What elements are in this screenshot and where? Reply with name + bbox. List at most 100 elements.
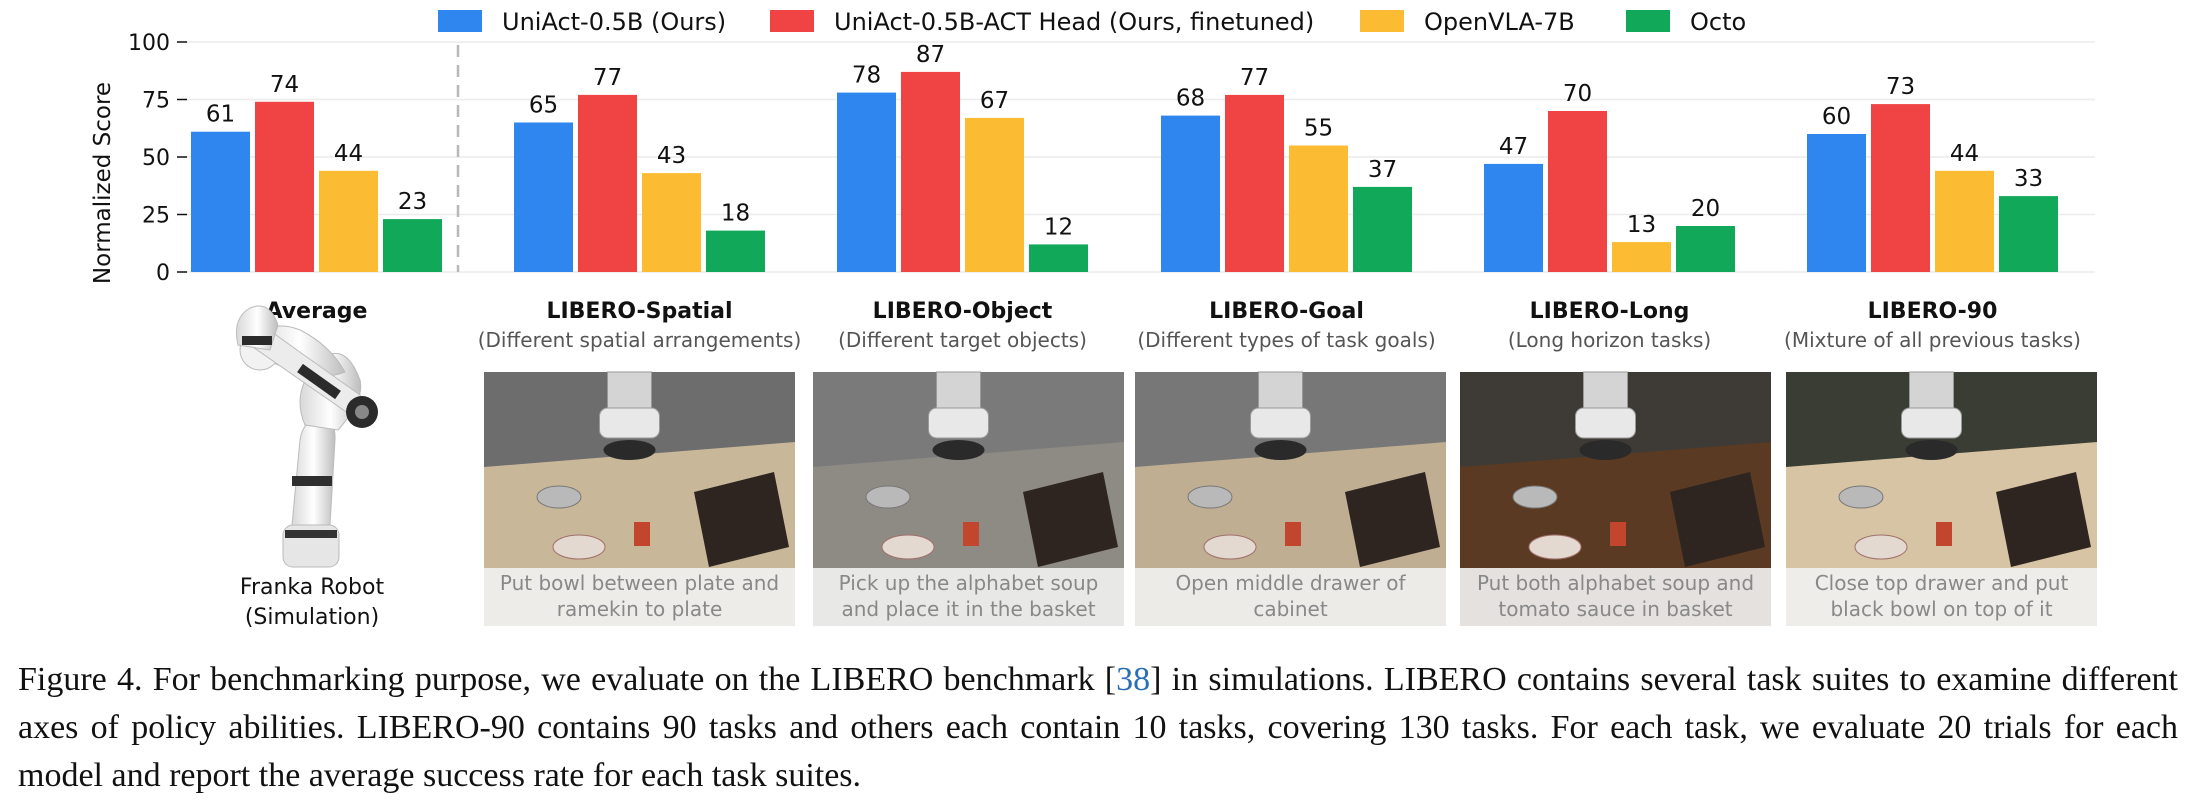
sim-robot-gripper — [1258, 371, 1303, 409]
sim-object — [1610, 522, 1626, 546]
sim-robot-gripper — [1901, 407, 1962, 439]
bar — [514, 122, 573, 272]
bar-value-label: 65 — [529, 93, 558, 119]
y-tick-label: 100 — [128, 31, 170, 56]
figure-caption: Figure 4. For benchmarking purpose, we e… — [18, 656, 2178, 800]
category-label: LIBERO-Long — [1530, 299, 1690, 324]
legend-label: OpenVLA-7B — [1424, 8, 1575, 36]
gridlines — [184, 41, 2095, 273]
bar-value-label: 20 — [1691, 196, 1720, 222]
sim-object — [634, 522, 650, 546]
caption-text-after: ] in simulations. LIBERO contains severa… — [18, 661, 2179, 794]
task-caption-line: and place it in the basket — [841, 597, 1095, 621]
task-caption-line: Put both alphabet soup and — [1477, 571, 1754, 595]
sim-object — [1345, 472, 1440, 567]
legend-item: UniAct-0.5B (Ours) — [438, 8, 726, 36]
bar — [1225, 94, 1284, 273]
category-label: LIBERO-Spatial — [546, 299, 732, 324]
y-axis-label: Normalized Score — [90, 82, 116, 284]
bar — [642, 173, 701, 272]
task-caption-bg — [813, 568, 1124, 626]
sim-object — [881, 534, 935, 560]
task-caption-bg — [1135, 568, 1446, 626]
sim-object — [1203, 534, 1257, 560]
bar — [901, 71, 960, 273]
sim-robot-gripper — [603, 440, 656, 460]
sim-object — [1854, 534, 1908, 560]
sim-robot-gripper — [928, 407, 989, 439]
caption-text-before: Figure 4. For benchmarking purpose, we e… — [18, 661, 1117, 698]
benchmark-figure: UniAct-0.5B (Ours) UniAct-0.5B-ACT Head (… — [90, 8, 2097, 630]
category-subtitle: (Different target objects) — [838, 328, 1087, 352]
category-subtitle: (Different types of task goals) — [1137, 328, 1435, 352]
task-caption-line: cabinet — [1253, 597, 1327, 621]
y-axis: 0 25 50 75 100 — [128, 31, 187, 286]
sim-robot-gripper — [1909, 371, 1954, 409]
sim-robot-gripper — [936, 371, 981, 409]
y-tick-label: 25 — [142, 204, 170, 229]
category-subtitle: (Different spatial arrangements) — [478, 328, 802, 352]
y-tick-label: 0 — [156, 261, 170, 286]
bar-value-label: 77 — [593, 65, 622, 91]
bar — [255, 101, 314, 272]
bar — [1612, 242, 1671, 272]
bar — [1807, 134, 1866, 272]
bar — [1871, 104, 1930, 272]
task-caption-bg — [1460, 568, 1771, 626]
sim-robot-gripper — [599, 407, 660, 439]
sim-object — [1996, 472, 2091, 567]
sim-robot-gripper — [1254, 440, 1307, 460]
task-caption-line: Open middle drawer of — [1175, 571, 1406, 595]
bar-value-label: 55 — [1304, 116, 1333, 142]
bar — [1676, 226, 1735, 272]
bar — [1548, 111, 1607, 272]
legend-swatch — [1626, 10, 1670, 32]
bar-value-label: 87 — [916, 42, 945, 68]
bar-value-label: 74 — [270, 72, 299, 98]
bar — [319, 170, 378, 272]
chart-legend: UniAct-0.5B (Ours) UniAct-0.5B-ACT Head (… — [438, 8, 1746, 36]
task-caption-line: black bowl on top of it — [1830, 597, 2052, 621]
category-subtitle: (Long horizon tasks) — [1508, 328, 1711, 352]
sim-robot-gripper — [1250, 407, 1311, 439]
sim-object — [865, 485, 911, 509]
bar-value-label: 67 — [980, 88, 1009, 114]
y-tick-label: 50 — [142, 146, 170, 171]
legend-swatch — [1360, 10, 1404, 32]
legend-swatch — [438, 10, 482, 32]
sim-object — [1936, 522, 1952, 546]
bar — [191, 131, 250, 272]
bar-value-label: 68 — [1176, 86, 1205, 112]
bar-value-label: 60 — [1822, 104, 1851, 130]
bar-value-label: 47 — [1499, 134, 1528, 160]
bar-value-label: 13 — [1627, 212, 1656, 238]
legend-item: Octo — [1626, 8, 1746, 36]
bar — [1999, 196, 2058, 272]
bar-value-label: 77 — [1240, 65, 1269, 91]
bar — [1353, 186, 1412, 272]
legend-swatch — [770, 10, 814, 32]
task-caption-line: Pick up the alphabet soup — [839, 571, 1099, 595]
bar — [1289, 145, 1348, 272]
citation-link[interactable]: 38 — [1116, 661, 1151, 698]
bar-value-label: 78 — [852, 63, 881, 89]
task-caption-bg — [484, 568, 795, 626]
category-label: Average — [266, 299, 368, 324]
legend-label: Octo — [1690, 8, 1746, 36]
category-label: LIBERO-90 — [1868, 299, 1998, 324]
sim-robot-gripper — [932, 440, 985, 460]
legend-item: UniAct-0.5B-ACT Head (Ours, finetuned) — [770, 8, 1314, 36]
sim-object — [536, 485, 582, 509]
sim-robot-gripper — [607, 371, 652, 409]
task-caption-bg — [1786, 568, 2097, 626]
bar — [706, 230, 765, 272]
bar-marks: 61 74 44 23 65 77 43 18 78 87 67 12 68 77 55 37 47 70 13 20… — [191, 42, 2058, 273]
task-caption-line: ramekin to plate — [557, 597, 723, 621]
bar — [965, 117, 1024, 273]
bar — [1161, 115, 1220, 272]
